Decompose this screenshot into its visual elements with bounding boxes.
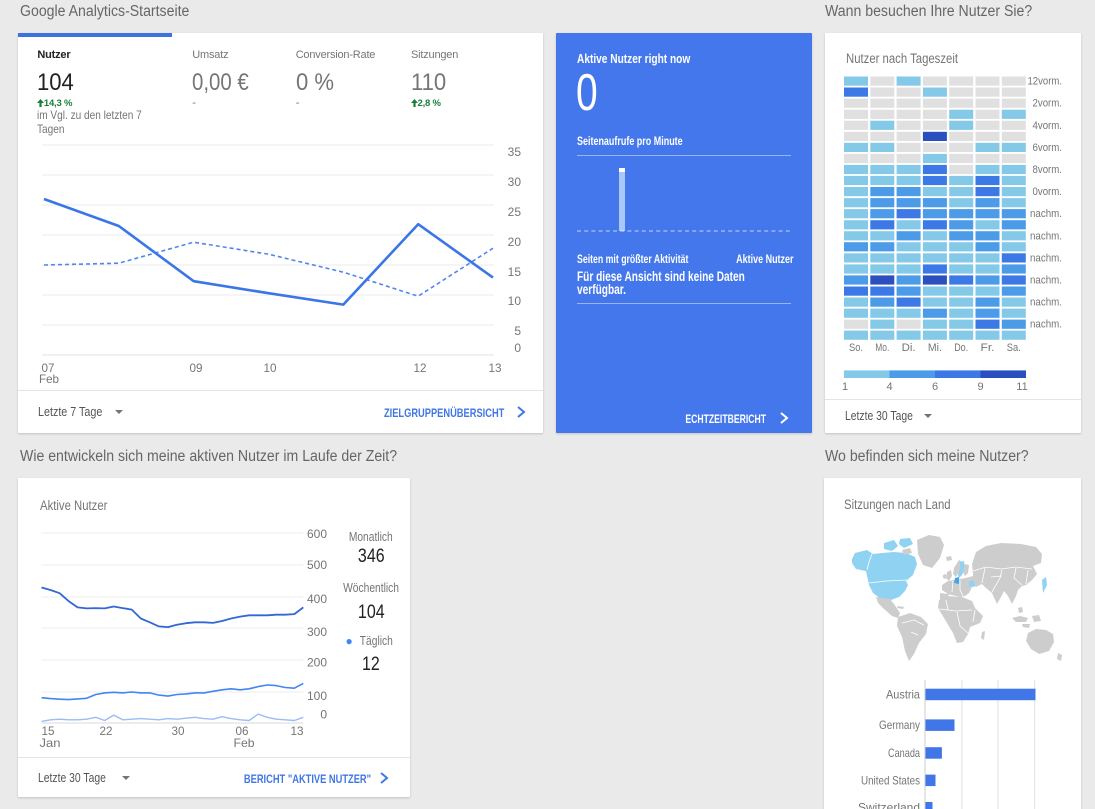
svg-text:300: 300	[307, 625, 327, 639]
svg-text:Austria: Austria	[886, 687, 920, 701]
svg-text:Switzerland: Switzerland	[858, 801, 920, 809]
svg-text:100: 100	[307, 689, 327, 703]
svg-text:13: 13	[291, 724, 304, 738]
svg-text:5: 5	[514, 324, 521, 338]
svg-text:22: 22	[100, 724, 113, 738]
svg-text:25: 25	[508, 205, 522, 219]
svg-text:nachm.: nachm.	[1030, 230, 1062, 242]
svg-text:0: 0	[514, 341, 521, 355]
svg-text:2vorm.: 2vorm.	[1033, 98, 1063, 110]
svg-text:Di.: Di.	[902, 342, 916, 354]
svg-text:6: 6	[932, 381, 938, 393]
svg-text:12vorm.: 12vorm.	[1028, 76, 1063, 88]
svg-text:Canada: Canada	[888, 746, 920, 760]
svg-text:06: 06	[236, 724, 249, 738]
svg-text:400: 400	[307, 592, 327, 606]
svg-text:11: 11	[1016, 381, 1027, 393]
svg-text:500: 500	[307, 558, 327, 572]
svg-text:0vorm.: 0vorm.	[1033, 186, 1063, 198]
svg-text:Sa.: Sa.	[1007, 342, 1021, 354]
svg-text:6vorm.: 6vorm.	[1033, 142, 1063, 154]
svg-text:15: 15	[42, 724, 55, 738]
svg-text:13: 13	[489, 361, 502, 375]
svg-text:nachm.: nachm.	[1030, 275, 1062, 287]
svg-text:0: 0	[320, 707, 327, 721]
svg-text:United States: United States	[861, 773, 920, 787]
svg-text:600: 600	[307, 527, 327, 541]
svg-text:Feb: Feb	[39, 372, 59, 386]
svg-text:Do.: Do.	[954, 342, 968, 354]
svg-text:15: 15	[508, 265, 522, 279]
svg-text:Fr.: Fr.	[981, 342, 995, 354]
svg-text:Mo.: Mo.	[875, 342, 889, 354]
svg-text:07: 07	[42, 361, 55, 375]
svg-text:09: 09	[190, 361, 203, 375]
svg-text:Germany: Germany	[879, 718, 920, 732]
svg-text:nachm.: nachm.	[1030, 252, 1062, 264]
svg-text:Mi.: Mi.	[928, 342, 942, 354]
svg-text:10: 10	[264, 361, 277, 375]
svg-text:nachm.: nachm.	[1030, 208, 1062, 220]
svg-text:200: 200	[307, 655, 327, 669]
svg-text:4: 4	[886, 381, 892, 393]
svg-text:Feb: Feb	[234, 736, 255, 750]
svg-text:10: 10	[508, 294, 522, 308]
svg-text:4vorm.: 4vorm.	[1033, 120, 1063, 132]
svg-text:8vorm.: 8vorm.	[1033, 164, 1063, 176]
svg-text:20: 20	[508, 235, 522, 249]
svg-text:nachm.: nachm.	[1030, 319, 1062, 331]
svg-text:30: 30	[172, 724, 185, 738]
svg-text:30: 30	[508, 175, 522, 189]
svg-text:35: 35	[508, 145, 522, 159]
svg-text:1: 1	[842, 381, 848, 393]
svg-text:Jan: Jan	[40, 736, 61, 750]
svg-text:9: 9	[977, 381, 983, 393]
svg-text:12: 12	[414, 361, 427, 375]
svg-text:So.: So.	[849, 342, 863, 354]
svg-text:nachm.: nachm.	[1030, 297, 1062, 309]
